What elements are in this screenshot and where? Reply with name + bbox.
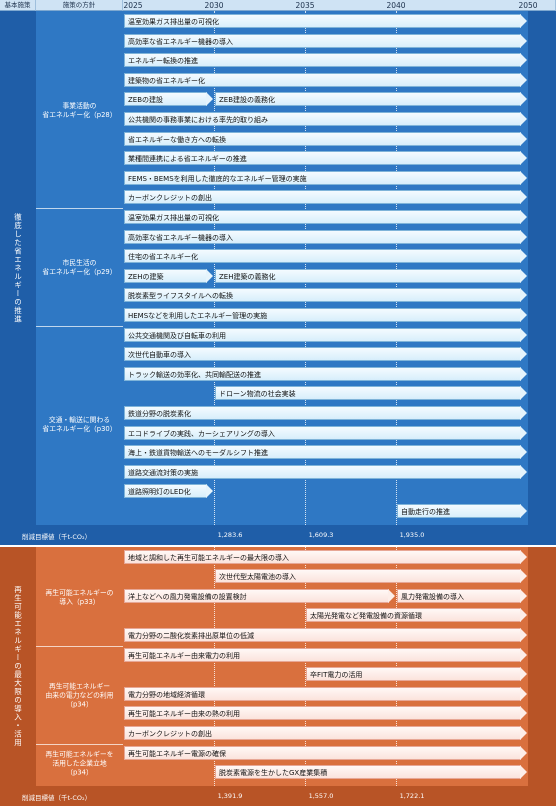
section2-gridline-2040 — [396, 546, 397, 786]
section2-target-value-2030: 1,391.9 — [217, 791, 243, 800]
timeline-bar: ZEH建築の義務化 — [215, 268, 527, 283]
section1-target-value-2035: 1,609.3 — [308, 530, 334, 539]
timeline-bar: ZEB建設の義務化 — [215, 92, 527, 107]
section1-gridline-2030 — [214, 11, 215, 525]
section2-2050-column — [528, 546, 556, 786]
timeline-bar: 洋上などへの風力発電設備の設置検討 — [124, 588, 395, 603]
section1-group-label-1: 市民生活の 省エネルギー化（p29） — [42, 258, 117, 276]
section1-group-label-2: 交通・輸送に関わる 省エネルギー化（p30） — [42, 415, 117, 433]
section1-group-band — [36, 11, 123, 525]
timeline-bar: 卒FIT電力の活用 — [306, 667, 527, 682]
header-basic-policy: 基本施策 — [0, 0, 36, 11]
timeline-bar: 地域と調和した再生可能エネルギーの最大限の導入 — [124, 549, 527, 564]
timeline-bar: 公共機関の事務事業における率先的取り組み — [124, 112, 527, 126]
header-policy-direction: 施策の方針 — [36, 0, 123, 11]
section1-gridline-2040 — [396, 11, 397, 525]
year-label-2030: 2030 — [204, 1, 224, 10]
timeline-bar: 道路交通流対策の実施 — [124, 464, 527, 479]
timeline-bar: 再生可能エネルギー由来電力の利用 — [124, 647, 527, 662]
timeline-bar: 公共交通機関及び自転車の利用 — [124, 327, 527, 342]
section2-target-label: 削減目標値（千t-CO₂） — [22, 793, 92, 802]
year-label-2035: 2035 — [295, 1, 315, 10]
timeline-bar: HEMSなどを利用したエネルギー管理の実施 — [124, 308, 527, 322]
section1-gridline-2035 — [305, 11, 306, 525]
timeline-bar: ZEBの建設 — [124, 92, 213, 107]
timeline-bar: 鉄道分野の脱炭素化 — [124, 406, 527, 420]
year-label-2050: 2050 — [518, 1, 538, 10]
section2-group-label-0: 再生可能エネルギーの 導入（p33） — [45, 588, 114, 606]
timeline-bar: 電力分野の地域経済循環 — [124, 686, 527, 701]
year-label-2025: 2025 — [123, 1, 143, 10]
timeline-bar: 風力発電設備の導入 — [397, 588, 527, 603]
section1-group-separator-1 — [36, 208, 123, 209]
timeline-bar: 再生可能エネルギー電源の確保 — [124, 745, 527, 760]
timeline-bar: エコドライブの実践、カーシェアリングの導入 — [124, 425, 527, 440]
timeline-bar: 次世代自動車の導入 — [124, 347, 527, 362]
section2-gridline-2030 — [214, 546, 215, 786]
section2-target-value-2035: 1,557.0 — [308, 791, 334, 800]
section2-title-band — [0, 546, 36, 786]
timeline-bar: FEMS・BEMSを利用した徹底的なエネルギー管理の実施 — [124, 170, 527, 185]
section1-target-value-2030: 1,283.6 — [217, 530, 243, 539]
timeline-bar: 次世代型太陽電池の導入 — [215, 569, 527, 584]
section2-group-separator-2 — [36, 743, 123, 745]
timeline-bar: ドローン物流の社会実装 — [215, 386, 527, 401]
timeline-bar: 建築物の省エネルギー化 — [124, 72, 527, 87]
section1-target-label: 削減目標値（千t-CO₂） — [22, 532, 92, 541]
section1-title-band — [0, 11, 36, 525]
timeline-bar: 温室効果ガス排出量の可視化 — [124, 14, 527, 28]
timeline-bar: ZEHの建築 — [124, 268, 213, 283]
section1-title: 徹底した省エネルギーの推進 — [13, 212, 23, 324]
section1-2050-column — [528, 11, 556, 525]
timeline-bar: 高効率な省エネルギー機器の導入 — [124, 229, 527, 244]
timeline-bar: 住宅の省エネルギー化 — [124, 249, 527, 264]
section2-gridline-2035 — [305, 546, 306, 786]
timeline-bar: 業種間連携による省エネルギーの推進 — [124, 151, 527, 166]
section1-target-value-2040: 1,935.0 — [399, 530, 425, 539]
timeline-bar: 脱炭素型ライフスタイルへの転換 — [124, 288, 527, 303]
year-label-2040: 2040 — [386, 1, 406, 10]
timeline-bar: 再生可能エネルギー由来の熱の利用 — [124, 706, 527, 721]
timeline-bar: トラック輸送の効率化、共同輸配送の推進 — [124, 366, 527, 381]
timeline-bar: 太陽光発電など発電設備の資源循環 — [306, 608, 527, 623]
timeline-bar: 電力分野の二酸化炭素排出原単位の低減 — [124, 628, 527, 642]
section1-group-label-0: 事業活動の 省エネルギー化（p28） — [42, 102, 117, 119]
timeline-bar: エネルギー転換の推進 — [124, 53, 527, 68]
section2-group-label-1: 再生可能エネルギー 由来の電力などの利用 （p34） — [45, 682, 114, 709]
timeline-bar: 海上・鉄道貨物輸送へのモーダルシフト推進 — [124, 445, 527, 460]
timeline-bar: 高効率な省エネルギー機器の導入 — [124, 33, 527, 48]
section2-title: 再生可能エネルギーの最大限の導入・活用 — [13, 585, 23, 747]
section2-target-value-2040: 1,722.1 — [399, 791, 425, 800]
section2-group-label-2: 再生可能エネルギーを 活用した企業立地 （p34） — [45, 750, 114, 777]
timeline-bar: 脱炭素電源を生かしたGX産業集積 — [215, 765, 527, 780]
timeline-bar: 省エネルギーな働き方への転換 — [124, 131, 527, 146]
timeline-bar: 自動走行の推進 — [397, 504, 527, 518]
section1-group-separator-2 — [36, 325, 123, 327]
timeline-bar: カーボンクレジットの創出 — [124, 190, 527, 205]
header-timeline — [123, 0, 556, 11]
timeline-bar: 道路照明灯のLED化 — [124, 484, 213, 499]
section2-group-band — [36, 546, 123, 786]
section1-target-row — [0, 524, 556, 545]
timeline-bar: 温室効果ガス排出量の可視化 — [124, 210, 527, 224]
timeline-bar: カーボンクレジットの創出 — [124, 726, 527, 740]
section2-group-separator-1 — [36, 645, 123, 647]
